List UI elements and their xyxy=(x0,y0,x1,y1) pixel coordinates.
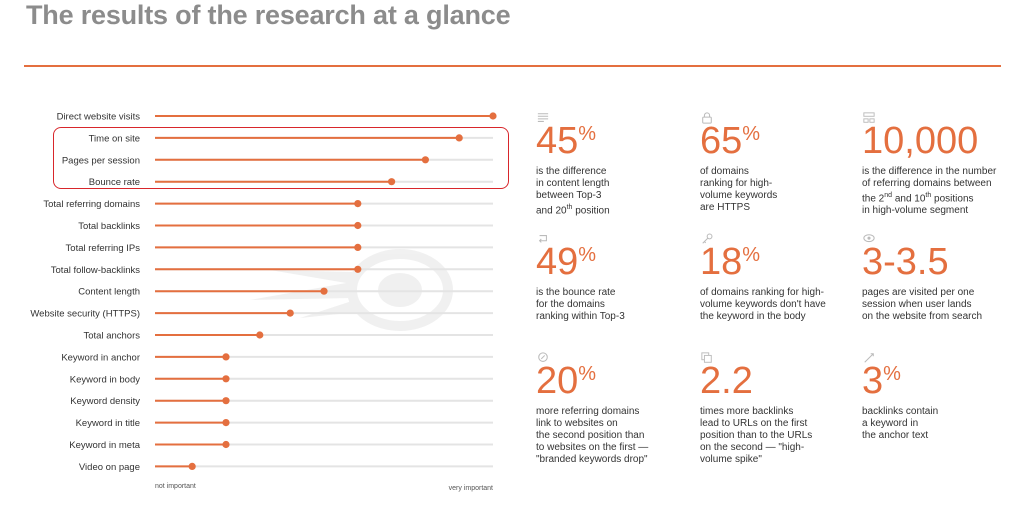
stat-unit: % xyxy=(578,363,597,385)
stat-description: of domains ranking for high-volume keywor… xyxy=(700,166,778,213)
category-label-total-referring-domains: Total referring domains xyxy=(43,199,140,210)
stat-value: 65% xyxy=(700,120,761,162)
category-label-total-referring-ips: Total referring IPs xyxy=(66,243,141,254)
pages-icon xyxy=(701,352,712,363)
return-arrow-icon xyxy=(538,235,547,243)
category-label-total-anchors: Total anchors xyxy=(83,331,140,342)
stat-value: 20% xyxy=(536,360,597,402)
category-label-keyword-density: Keyword density xyxy=(70,396,140,407)
stat-description: more referring domains link to websites o… xyxy=(536,406,649,465)
point-keyword-in-body xyxy=(222,375,230,383)
stat-unit: % xyxy=(883,363,901,385)
eye-icon xyxy=(863,234,875,243)
stat-value: 2.2 xyxy=(700,360,753,402)
stat-value: 3-3.5 xyxy=(862,241,949,283)
engagement-highlight-box xyxy=(53,127,509,189)
category-label-pages-per-session: Pages per session xyxy=(62,155,140,166)
category-label-keyword-in-anchor: Keyword in anchor xyxy=(61,352,140,363)
stat-unit: % xyxy=(742,123,761,145)
category-label-total-follow-backlinks: Total follow-backlinks xyxy=(51,265,140,276)
point-pages-per-session xyxy=(421,156,429,164)
stat-value: 49% xyxy=(536,241,597,283)
category-label-keyword-in-meta: Keyword in meta xyxy=(69,440,140,451)
axis-min-label: not important xyxy=(155,483,196,490)
stat-description: is the difference in the number of referr… xyxy=(862,166,997,217)
stat-value: 45% xyxy=(536,120,597,162)
stat-description: is the difference in content length betwee… xyxy=(536,166,610,217)
network-icon xyxy=(863,112,875,123)
point-website-security-https xyxy=(286,309,294,317)
point-time-on-site xyxy=(455,134,463,142)
point-content-length xyxy=(320,287,328,295)
point-total-follow-backlinks xyxy=(354,265,362,273)
point-keyword-in-anchor xyxy=(222,353,230,361)
stat-description: times more backlinks lead to URLs on the … xyxy=(700,406,813,465)
page-title: The results of the research at a glance xyxy=(26,0,511,30)
stat-unit: % xyxy=(578,123,597,145)
stat-value: 10,000 xyxy=(862,120,979,162)
category-label-video-on-page: Video on page xyxy=(79,462,140,473)
rocket-watermark xyxy=(250,249,453,331)
point-total-backlinks xyxy=(354,221,362,230)
key-icon xyxy=(702,233,713,244)
point-total-referring-ips xyxy=(354,243,362,251)
category-label-keyword-in-title: Keyword in title xyxy=(76,418,140,429)
category-label-keyword-in-body: Keyword in body xyxy=(70,374,140,385)
point-total-anchors xyxy=(256,331,264,339)
link-icon xyxy=(538,352,548,362)
stat-unit: % xyxy=(742,244,761,266)
category-label-direct-website-visits: Direct website visits xyxy=(57,112,141,123)
title-divider xyxy=(24,65,1001,67)
category-label-content-length: Content length xyxy=(78,287,140,298)
point-direct-website-visits xyxy=(489,112,497,120)
category-label-time-on-site: Time on site xyxy=(89,133,140,144)
point-bounce-rate xyxy=(388,178,396,186)
stat-description: backlinks contain a keyword in the anchor … xyxy=(862,406,939,441)
axis-max-label: very important xyxy=(449,485,493,492)
point-video-on-page xyxy=(188,462,196,470)
importance-chart: Direct website visits Time on site Pages p… xyxy=(30,112,497,492)
category-label-total-backlinks: Total backlinks xyxy=(78,221,140,232)
anchor-icon xyxy=(864,353,874,363)
point-keyword-in-meta xyxy=(222,440,230,449)
point-keyword-density xyxy=(222,397,230,405)
stat-unit: % xyxy=(578,244,597,266)
category-label-bounce-rate: Bounce rate xyxy=(89,177,140,188)
point-total-referring-domains xyxy=(354,200,362,208)
stat-value: 3% xyxy=(862,360,901,402)
stat-description: of domains ranking for high-volume keywo… xyxy=(700,287,826,322)
point-keyword-in-title xyxy=(222,419,230,427)
text-lines-icon xyxy=(537,113,549,122)
lock-icon xyxy=(702,112,712,124)
stat-description: is the bounce rate for the domains ranking… xyxy=(536,287,625,322)
category-label-website-security-https: Website security (HTTPS) xyxy=(30,309,140,320)
stat-description: pages are visited per one session when us… xyxy=(862,287,983,322)
stat-value: 18% xyxy=(700,241,761,283)
